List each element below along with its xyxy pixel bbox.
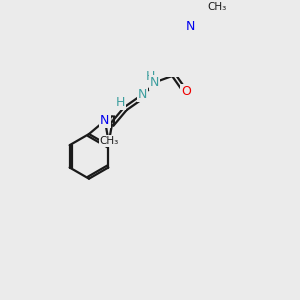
Text: CH₃: CH₃ bbox=[100, 136, 119, 146]
Text: N: N bbox=[138, 88, 147, 101]
Text: O: O bbox=[182, 85, 191, 98]
Text: CH₃: CH₃ bbox=[208, 2, 227, 12]
Text: H: H bbox=[116, 96, 125, 109]
Text: H: H bbox=[146, 70, 155, 83]
Text: N: N bbox=[150, 76, 159, 89]
Text: N: N bbox=[185, 20, 195, 33]
Text: N: N bbox=[100, 114, 110, 127]
